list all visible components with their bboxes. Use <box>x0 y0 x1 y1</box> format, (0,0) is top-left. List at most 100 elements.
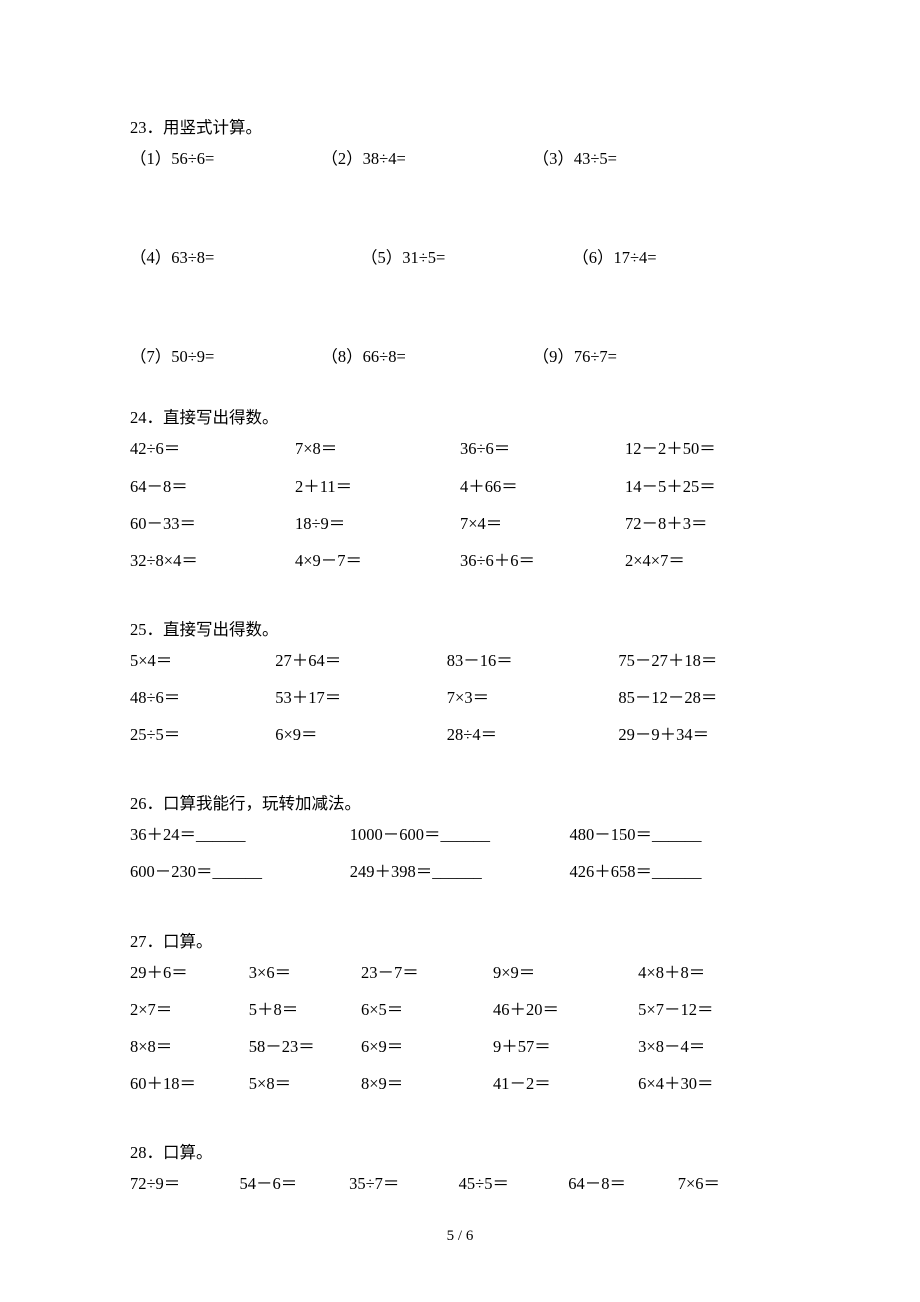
q25-item: 6×9＝ <box>275 723 447 746</box>
q24-item: 36÷6＝ <box>460 437 625 460</box>
q28-item: 64－8＝ <box>568 1172 678 1195</box>
q24-item: 42÷6＝ <box>130 437 295 460</box>
q26-item: 480－150＝______ <box>570 823 790 846</box>
q28-item: 72÷9＝ <box>130 1172 240 1195</box>
q26-item: 426＋658＝______ <box>570 860 790 883</box>
q26-item: 600－230＝______ <box>130 860 350 883</box>
q24-row: 64－8＝ 2＋11＝ 4＋66＝ 14－5＋25＝ <box>130 475 790 498</box>
q25-item: 29－9＋34＝ <box>618 723 790 746</box>
q25-item: 5×4＝ <box>130 649 275 672</box>
q24-item: 2×4×7＝ <box>625 549 790 572</box>
q24-item: 18÷9＝ <box>295 512 460 535</box>
q24-item: 2＋11＝ <box>295 475 460 498</box>
q28-row: 72÷9＝ 54－6＝ 35÷7＝ 45÷5＝ 64－8＝ 7×6＝ <box>130 1172 790 1195</box>
q24-item: 72－8＋3＝ <box>625 512 790 535</box>
q23-item: （1）56÷6= <box>130 147 321 170</box>
q25-title: 25．直接写出得数。 <box>130 618 790 641</box>
spacer <box>130 586 790 612</box>
q25-item: 25÷5＝ <box>130 723 275 746</box>
q24-title: 24．直接写出得数。 <box>130 406 790 429</box>
q24-item: 4×9－7＝ <box>295 549 460 572</box>
q25-item: 27＋64＝ <box>275 649 447 672</box>
spacer <box>130 898 790 924</box>
q23-title: 23．用竖式计算。 <box>130 116 790 139</box>
q24-row: 60－33＝ 18÷9＝ 7×4＝ 72－8＋3＝ <box>130 512 790 535</box>
q26-item: 36＋24＝______ <box>130 823 350 846</box>
q27-item: 23－7＝ <box>361 961 493 984</box>
q27-item: 6×5＝ <box>361 998 493 1021</box>
q23-item: （3）43÷5= <box>533 147 790 170</box>
q23-item: （8）66÷8= <box>321 345 532 368</box>
q25-item: 53＋17＝ <box>275 686 447 709</box>
q23-row: （1）56÷6= （2）38÷4= （3）43÷5= <box>130 147 790 170</box>
q23-row: （4）63÷8= （5）31÷5= （6）17÷4= <box>130 246 790 269</box>
spacer <box>130 374 790 400</box>
q26-row: 36＋24＝______ 1000－600＝______ 480－150＝___… <box>130 823 790 846</box>
q23-item: （5）31÷5= <box>361 246 572 269</box>
q26-item: 1000－600＝______ <box>350 823 570 846</box>
q24-item: 32÷8×4＝ <box>130 549 295 572</box>
q27-row: 29＋6＝ 3×6＝ 23－7＝ 9×9＝ 4×8＋8＝ <box>130 961 790 984</box>
q27-item: 5×8＝ <box>249 1072 361 1095</box>
q25-item: 85－12－28＝ <box>618 686 790 709</box>
q28-item: 35÷7＝ <box>349 1172 459 1195</box>
q23-item: （9）76÷7= <box>533 345 790 368</box>
q25-item: 48÷6＝ <box>130 686 275 709</box>
q24-item: 7×8＝ <box>295 437 460 460</box>
q27-row: 2×7＝ 5＋8＝ 6×5＝ 46＋20＝ 5×7－12＝ <box>130 998 790 1021</box>
q28-item: 54－6＝ <box>240 1172 350 1195</box>
q27-item: 6×4＋30＝ <box>638 1072 790 1095</box>
q24-item: 12－2＋50＝ <box>625 437 790 460</box>
spacer <box>130 275 790 345</box>
spacer <box>130 760 790 786</box>
q27-item: 29＋6＝ <box>130 961 249 984</box>
q27-title: 27．口算。 <box>130 930 790 953</box>
q27-item: 8×8＝ <box>130 1035 249 1058</box>
q24-item: 4＋66＝ <box>460 475 625 498</box>
q27-item: 5＋8＝ <box>249 998 361 1021</box>
q27-row: 60＋18＝ 5×8＝ 8×9＝ 41－2＝ 6×4＋30＝ <box>130 1072 790 1095</box>
page-footer: 5 / 6 <box>0 1226 920 1247</box>
q24-item: 60－33＝ <box>130 512 295 535</box>
q27-item: 58－23＝ <box>249 1035 361 1058</box>
q27-item: 2×7＝ <box>130 998 249 1021</box>
spacer <box>130 1109 790 1135</box>
q27-item: 4×8＋8＝ <box>638 961 790 984</box>
q27-item: 3×6＝ <box>249 961 361 984</box>
q27-item: 5×7－12＝ <box>638 998 790 1021</box>
q27-row: 8×8＝ 58－23＝ 6×9＝ 9＋57＝ 3×8－4＝ <box>130 1035 790 1058</box>
q27-item: 41－2＝ <box>493 1072 638 1095</box>
q25-item: 7×3＝ <box>447 686 619 709</box>
q27-item: 9×9＝ <box>493 961 638 984</box>
worksheet-page: 23．用竖式计算。 （1）56÷6= （2）38÷4= （3）43÷5= （4）… <box>0 0 920 1302</box>
q28-item: 45÷5＝ <box>459 1172 569 1195</box>
q27-item: 9＋57＝ <box>493 1035 638 1058</box>
q23-item: （2）38÷4= <box>321 147 532 170</box>
q27-item: 6×9＝ <box>361 1035 493 1058</box>
q24-item: 64－8＝ <box>130 475 295 498</box>
q26-title: 26．口算我能行，玩转加减法。 <box>130 792 790 815</box>
q24-item: 36÷6＋6＝ <box>460 549 625 572</box>
q25-row: 48÷6＝ 53＋17＝ 7×3＝ 85－12－28＝ <box>130 686 790 709</box>
q26-item: 249＋398＝______ <box>350 860 570 883</box>
q24-item: 7×4＝ <box>460 512 625 535</box>
q23-item: （7）50÷9= <box>130 345 321 368</box>
q27-item: 3×8－4＝ <box>638 1035 790 1058</box>
q25-item: 83－16＝ <box>447 649 619 672</box>
q23-row: （7）50÷9= （8）66÷8= （9）76÷7= <box>130 345 790 368</box>
spacer <box>130 176 790 246</box>
q26-row: 600－230＝______ 249＋398＝______ 426＋658＝__… <box>130 860 790 883</box>
q24-item: 14－5＋25＝ <box>625 475 790 498</box>
q25-item: 28÷4＝ <box>447 723 619 746</box>
q25-item: 75－27＋18＝ <box>618 649 790 672</box>
q28-item: 7×6＝ <box>678 1172 788 1195</box>
q28-title: 28．口算。 <box>130 1141 790 1164</box>
q27-item: 46＋20＝ <box>493 998 638 1021</box>
q27-item: 8×9＝ <box>361 1072 493 1095</box>
q23-item: （6）17÷4= <box>572 246 790 269</box>
q25-row: 25÷5＝ 6×9＝ 28÷4＝ 29－9＋34＝ <box>130 723 790 746</box>
q23-item: （4）63÷8= <box>130 246 361 269</box>
q25-row: 5×4＝ 27＋64＝ 83－16＝ 75－27＋18＝ <box>130 649 790 672</box>
q24-row: 32÷8×4＝ 4×9－7＝ 36÷6＋6＝ 2×4×7＝ <box>130 549 790 572</box>
q24-row: 42÷6＝ 7×8＝ 36÷6＝ 12－2＋50＝ <box>130 437 790 460</box>
